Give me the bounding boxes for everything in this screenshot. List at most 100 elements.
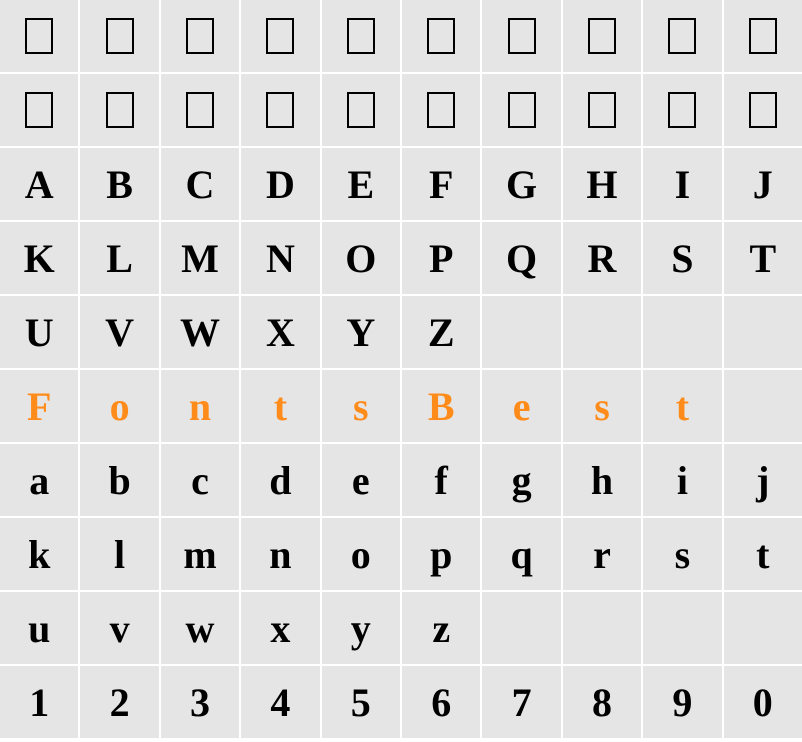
glyph-cell[interactable]: 2 bbox=[80, 666, 158, 738]
glyph-cell[interactable]: B bbox=[80, 148, 158, 220]
glyph-cell[interactable] bbox=[563, 296, 641, 368]
glyph-cell[interactable] bbox=[0, 0, 78, 72]
glyph-cell[interactable]: I bbox=[643, 148, 721, 220]
glyph-cell[interactable]: Z bbox=[402, 296, 480, 368]
glyph-cell[interactable]: n bbox=[161, 370, 239, 442]
glyph-cell[interactable] bbox=[724, 74, 802, 146]
glyph-cell[interactable]: x bbox=[241, 592, 319, 664]
glyph-cell[interactable]: w bbox=[161, 592, 239, 664]
glyph-cell[interactable]: L bbox=[80, 222, 158, 294]
glyph-cell[interactable] bbox=[724, 370, 802, 442]
glyph-cell[interactable] bbox=[482, 592, 560, 664]
glyph-cell[interactable]: p bbox=[402, 518, 480, 590]
glyph-cell[interactable]: u bbox=[0, 592, 78, 664]
glyph-cell[interactable]: M bbox=[161, 222, 239, 294]
glyph-cell[interactable]: t bbox=[724, 518, 802, 590]
glyph-cell[interactable]: B bbox=[402, 370, 480, 442]
glyph-cell[interactable] bbox=[322, 74, 400, 146]
glyph-cell[interactable]: C bbox=[161, 148, 239, 220]
glyph-cell[interactable]: j bbox=[724, 444, 802, 516]
glyph-cell[interactable]: y bbox=[322, 592, 400, 664]
glyph-cell[interactable] bbox=[643, 296, 721, 368]
glyph-cell[interactable]: n bbox=[241, 518, 319, 590]
glyph-cell[interactable]: b bbox=[80, 444, 158, 516]
glyph-cell[interactable]: X bbox=[241, 296, 319, 368]
glyph-cell[interactable] bbox=[322, 0, 400, 72]
glyph-cell[interactable]: F bbox=[402, 148, 480, 220]
glyph-cell[interactable]: R bbox=[563, 222, 641, 294]
glyph-cell[interactable]: S bbox=[643, 222, 721, 294]
glyph-cell[interactable]: c bbox=[161, 444, 239, 516]
glyph-cell[interactable]: O bbox=[322, 222, 400, 294]
glyph-cell[interactable] bbox=[563, 592, 641, 664]
glyph-cell[interactable] bbox=[402, 0, 480, 72]
glyph-cell[interactable]: 3 bbox=[161, 666, 239, 738]
glyph-cell[interactable]: A bbox=[0, 148, 78, 220]
glyph-cell[interactable]: k bbox=[0, 518, 78, 590]
glyph-cell[interactable]: G bbox=[482, 148, 560, 220]
glyph-cell[interactable]: N bbox=[241, 222, 319, 294]
glyph-cell[interactable]: e bbox=[482, 370, 560, 442]
glyph-cell[interactable]: q bbox=[482, 518, 560, 590]
glyph-cell[interactable]: 1 bbox=[0, 666, 78, 738]
glyph-cell[interactable]: Y bbox=[322, 296, 400, 368]
glyph-cell[interactable] bbox=[80, 74, 158, 146]
glyph-cell[interactable]: 5 bbox=[322, 666, 400, 738]
glyph-cell[interactable]: F bbox=[0, 370, 78, 442]
glyph-cell[interactable] bbox=[563, 74, 641, 146]
glyph-cell[interactable]: g bbox=[482, 444, 560, 516]
glyph-cell[interactable] bbox=[402, 74, 480, 146]
glyph-cell[interactable] bbox=[482, 0, 560, 72]
glyph-cell[interactable]: o bbox=[80, 370, 158, 442]
glyph-cell[interactable]: Q bbox=[482, 222, 560, 294]
glyph-cell[interactable]: D bbox=[241, 148, 319, 220]
glyph-cell[interactable] bbox=[724, 592, 802, 664]
glyph-cell[interactable]: m bbox=[161, 518, 239, 590]
glyph-cell[interactable]: e bbox=[322, 444, 400, 516]
glyph-cell[interactable]: d bbox=[241, 444, 319, 516]
glyph-cell[interactable]: h bbox=[563, 444, 641, 516]
glyph-cell[interactable]: 0 bbox=[724, 666, 802, 738]
glyph-cell[interactable] bbox=[80, 0, 158, 72]
glyph-cell[interactable] bbox=[643, 592, 721, 664]
glyph-cell[interactable]: z bbox=[402, 592, 480, 664]
glyph-cell[interactable]: 7 bbox=[482, 666, 560, 738]
glyph-cell[interactable]: K bbox=[0, 222, 78, 294]
glyph-cell[interactable]: V bbox=[80, 296, 158, 368]
glyph-cell[interactable]: i bbox=[643, 444, 721, 516]
glyph-cell[interactable] bbox=[563, 0, 641, 72]
glyph-cell[interactable]: U bbox=[0, 296, 78, 368]
glyph-cell[interactable] bbox=[724, 0, 802, 72]
glyph-cell[interactable]: 6 bbox=[402, 666, 480, 738]
glyph-cell[interactable]: t bbox=[643, 370, 721, 442]
glyph-cell[interactable] bbox=[482, 296, 560, 368]
glyph-cell[interactable]: E bbox=[322, 148, 400, 220]
glyph-cell[interactable] bbox=[161, 74, 239, 146]
glyph-cell[interactable]: P bbox=[402, 222, 480, 294]
glyph-cell[interactable]: 4 bbox=[241, 666, 319, 738]
glyph-cell[interactable] bbox=[482, 74, 560, 146]
glyph-cell[interactable] bbox=[0, 74, 78, 146]
glyph-cell[interactable]: a bbox=[0, 444, 78, 516]
glyph-cell[interactable]: 9 bbox=[643, 666, 721, 738]
glyph-cell[interactable]: 8 bbox=[563, 666, 641, 738]
glyph-cell[interactable] bbox=[724, 296, 802, 368]
glyph-cell[interactable]: o bbox=[322, 518, 400, 590]
glyph-cell[interactable] bbox=[643, 74, 721, 146]
glyph-cell[interactable]: v bbox=[80, 592, 158, 664]
glyph-cell[interactable]: r bbox=[563, 518, 641, 590]
glyph-cell[interactable]: s bbox=[563, 370, 641, 442]
glyph-cell[interactable] bbox=[241, 74, 319, 146]
glyph-cell[interactable]: s bbox=[643, 518, 721, 590]
glyph-cell[interactable]: T bbox=[724, 222, 802, 294]
glyph-cell[interactable] bbox=[643, 0, 721, 72]
glyph-cell[interactable]: H bbox=[563, 148, 641, 220]
glyph-cell[interactable] bbox=[161, 0, 239, 72]
glyph-cell[interactable]: t bbox=[241, 370, 319, 442]
glyph-cell[interactable]: W bbox=[161, 296, 239, 368]
glyph-cell[interactable]: l bbox=[80, 518, 158, 590]
glyph-cell[interactable]: J bbox=[724, 148, 802, 220]
glyph-cell[interactable]: f bbox=[402, 444, 480, 516]
glyph-cell[interactable] bbox=[241, 0, 319, 72]
glyph-cell[interactable]: s bbox=[322, 370, 400, 442]
